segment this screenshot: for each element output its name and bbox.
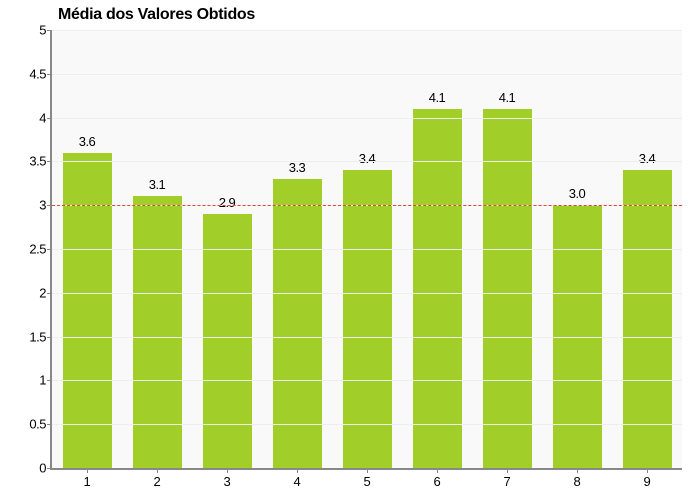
y-tick-label: 4.5 (29, 66, 52, 81)
x-tick-label: 8 (574, 468, 581, 489)
bar: 2.9 (203, 214, 252, 468)
bar: 4.1 (483, 109, 532, 468)
chart-title: Média dos Valores Obtidos (58, 6, 255, 24)
bar: 3.1 (133, 196, 182, 468)
bar-value-label: 3.6 (79, 134, 96, 153)
x-tick-label: 5 (364, 468, 371, 489)
y-tick-label: 2 (39, 285, 52, 300)
y-tick-label: 0 (39, 461, 52, 476)
x-tick-label: 2 (154, 468, 161, 489)
bar-value-label: 4.1 (499, 90, 516, 109)
bar-value-label: 3.0 (569, 186, 586, 205)
y-tick-label: 0.5 (29, 417, 52, 432)
y-tick-label: 5 (39, 23, 52, 38)
grid-line (52, 161, 682, 162)
grid-line (52, 249, 682, 250)
bar-value-label: 4.1 (429, 90, 446, 109)
y-tick-label: 1.5 (29, 329, 52, 344)
grid-line (52, 380, 682, 381)
grid-line (52, 337, 682, 338)
chart-container: Média dos Valores Obtidos 3.6 3.1 2.9 3.3 3.… (0, 0, 700, 500)
x-tick-label: 7 (504, 468, 511, 489)
x-tick-label: 9 (644, 468, 651, 489)
bar: 3.6 (63, 153, 112, 468)
y-tick-label: 4 (39, 110, 52, 125)
x-tick-label: 6 (434, 468, 441, 489)
grid-line (52, 74, 682, 75)
reference-line (52, 205, 682, 206)
bar-value-label: 3.1 (149, 177, 166, 196)
y-tick-label: 3 (39, 198, 52, 213)
grid-line (52, 118, 682, 119)
bar: 4.1 (413, 109, 462, 468)
y-tick-label: 1 (39, 373, 52, 388)
bar-value-label: 3.3 (289, 160, 306, 179)
x-tick-label: 3 (224, 468, 231, 489)
x-tick-label: 4 (294, 468, 301, 489)
x-tick-label: 1 (84, 468, 91, 489)
grid-line (52, 424, 682, 425)
y-tick-label: 2.5 (29, 242, 52, 257)
grid-line (52, 293, 682, 294)
y-tick-label: 3.5 (29, 154, 52, 169)
grid-line (52, 30, 682, 31)
plot-area: 3.63.12.93.33.44.14.13.03.4 00.511.522.5… (50, 30, 682, 470)
